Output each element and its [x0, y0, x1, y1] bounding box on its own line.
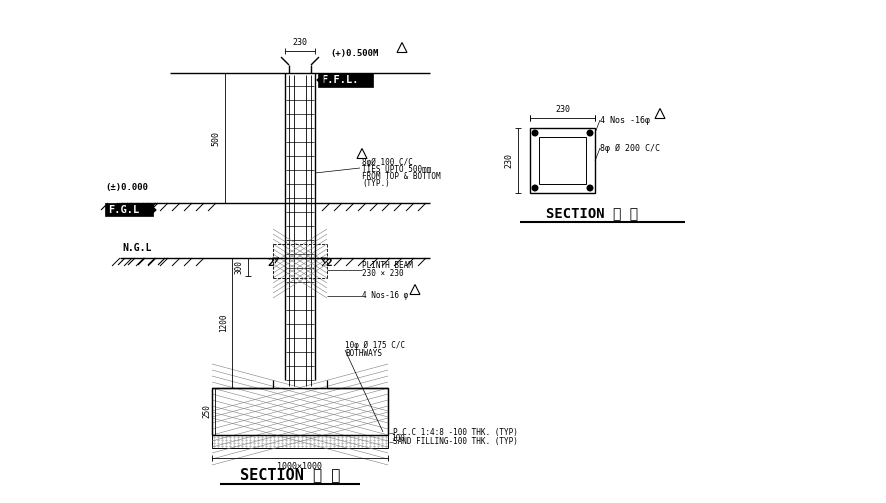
Text: (±)0.000: (±)0.000: [105, 183, 148, 192]
Text: 2: 2: [326, 258, 332, 268]
Text: FROM TOP & BOTTOM: FROM TOP & BOTTOM: [362, 172, 440, 181]
Text: 4 Nos -16φ: 4 Nos -16φ: [600, 116, 650, 125]
Text: 250: 250: [202, 404, 211, 418]
Text: (TYP.): (TYP.): [362, 179, 390, 188]
Text: 1000×1000: 1000×1000: [277, 462, 323, 471]
Text: SAND FILLING-100 THK. (TYP): SAND FILLING-100 THK. (TYP): [393, 437, 518, 446]
Text: (+)0.500M: (+)0.500M: [330, 48, 378, 57]
Text: 500: 500: [211, 130, 220, 145]
Text: 8φØ 100 C/C: 8φØ 100 C/C: [362, 157, 413, 166]
Text: 10φ Ø 175 C/C: 10φ Ø 175 C/C: [345, 341, 405, 350]
Circle shape: [587, 130, 593, 136]
Text: P.C.C 1:4:8 -100 THK. (TYP): P.C.C 1:4:8 -100 THK. (TYP): [393, 428, 518, 437]
Text: TIES UPTO 500mm: TIES UPTO 500mm: [362, 164, 431, 174]
Bar: [539, 137, 586, 184]
Text: 2: 2: [268, 258, 275, 268]
Circle shape: [532, 130, 538, 136]
Text: N.G.L: N.G.L: [122, 243, 152, 253]
Circle shape: [587, 185, 593, 191]
Text: 230: 230: [555, 105, 570, 114]
Text: 230 × 230: 230 × 230: [362, 270, 404, 279]
Text: SECTION ② ②: SECTION ② ②: [546, 206, 638, 220]
Text: SECTION ① ①: SECTION ① ①: [240, 467, 340, 482]
Circle shape: [532, 185, 538, 191]
Polygon shape: [150, 205, 156, 215]
Text: 100: 100: [391, 434, 405, 443]
Bar: [212, 435, 388, 448]
Polygon shape: [317, 75, 323, 85]
Bar: [285, 73, 315, 388]
Text: BOTHWAYS: BOTHWAYS: [345, 349, 382, 358]
Text: 230: 230: [292, 38, 307, 47]
Text: PLINTH BEAM: PLINTH BEAM: [362, 262, 413, 271]
Bar: [318, 73, 373, 87]
Text: F.G.L: F.G.L: [108, 205, 139, 215]
Text: 230: 230: [504, 153, 513, 168]
Text: F.F.L.: F.F.L.: [321, 75, 359, 85]
Text: 8φ Ø 200 C/C: 8φ Ø 200 C/C: [600, 143, 660, 152]
Bar: [212, 388, 388, 435]
Text: 1200: 1200: [219, 314, 228, 332]
Text: 300: 300: [235, 260, 244, 274]
Text: 4 Nos-16 φ: 4 Nos-16 φ: [362, 292, 408, 300]
Bar: [105, 203, 153, 216]
Bar: [530, 128, 595, 193]
